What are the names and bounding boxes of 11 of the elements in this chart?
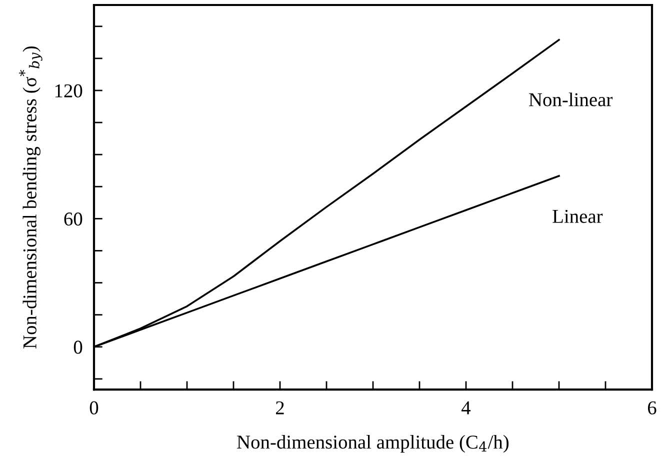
y-axis-title: Non-dimensional bending stress (σ$^{*}$$_{by}$) [19,46,42,349]
x-axis-title: Non-dimensional amplitude (C$_{4}$/h) [237,435,509,453]
y-tick-label: 120 [55,84,82,98]
x-tick-label: 6 [648,401,656,414]
x-tick-label: 4 [462,401,471,414]
series-label: Linear [552,210,603,223]
series-label: Non-linear [529,92,612,106]
x-tick-label: 2 [276,401,284,414]
y-tick-label: 0 [74,340,82,354]
y-tick-label: 60 [64,212,82,226]
x-tick-label: 0 [90,401,98,414]
